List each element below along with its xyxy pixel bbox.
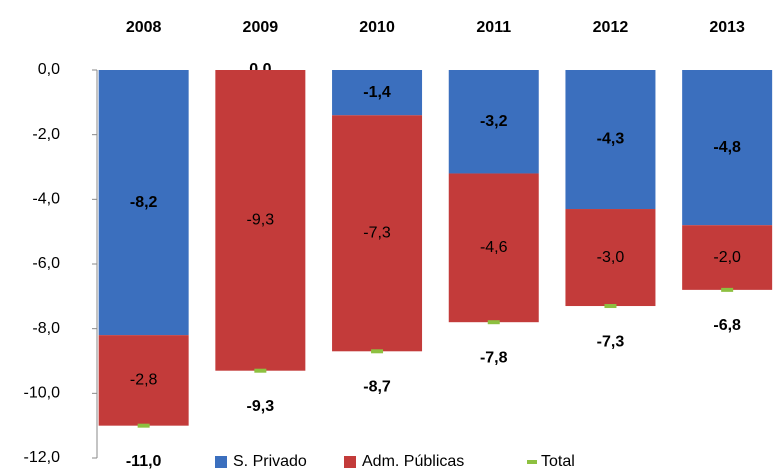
bar-segment — [565, 70, 656, 210]
total-label: -8,7 — [363, 379, 391, 396]
total-label: -7,3 — [597, 333, 625, 350]
x-tick-label: 2013 — [709, 19, 745, 36]
bar-segment — [98, 70, 189, 336]
y-tick-label: -12,0 — [24, 449, 61, 466]
bar-segment — [215, 70, 306, 371]
value-label: -2,8 — [130, 372, 158, 389]
bar-segment — [98, 335, 189, 426]
legend-swatch — [215, 456, 227, 468]
legend-label: Adm. Públicas — [362, 453, 464, 470]
y-tick-label: 0,0 — [38, 61, 60, 78]
bar-segment — [682, 225, 773, 290]
legend-label: Total — [541, 453, 575, 470]
value-label: -1,4 — [363, 84, 391, 101]
bar-segment — [565, 209, 656, 307]
value-label: -8,2 — [130, 194, 158, 211]
value-label: -4,8 — [713, 139, 741, 156]
value-label: -9,3 — [247, 212, 275, 229]
x-tick-label: 2011 — [476, 19, 511, 36]
total-label: -9,3 — [247, 398, 275, 415]
y-tick-label: -6,0 — [32, 255, 60, 272]
y-tick-label: -10,0 — [24, 385, 61, 402]
x-tick-label: 2008 — [126, 19, 162, 36]
value-label: -4,6 — [480, 239, 508, 256]
value-label: -3,2 — [480, 113, 508, 130]
legend-label: S. Privado — [233, 453, 307, 470]
bar-segment — [332, 115, 423, 352]
bar-segment — [448, 70, 539, 174]
bar-segment — [682, 70, 773, 226]
value-label: -3,0 — [597, 249, 625, 266]
bar-segment — [332, 70, 423, 116]
y-tick-label: -4,0 — [32, 191, 60, 208]
total-label: -6,8 — [713, 317, 741, 334]
x-tick-label: 2012 — [593, 19, 629, 36]
legend-swatch — [344, 456, 356, 468]
value-label: -4,3 — [597, 131, 625, 148]
bar-segment — [448, 173, 539, 323]
x-tick-label: 2009 — [243, 19, 279, 36]
total-label: -7,8 — [480, 349, 508, 366]
x-tick-label: 2010 — [359, 19, 395, 36]
y-tick-label: -8,0 — [32, 320, 60, 337]
value-label: -7,3 — [363, 225, 391, 242]
value-label: -2,0 — [713, 249, 741, 266]
y-tick-label: -2,0 — [32, 126, 60, 143]
total-label: -11,0 — [126, 453, 162, 470]
